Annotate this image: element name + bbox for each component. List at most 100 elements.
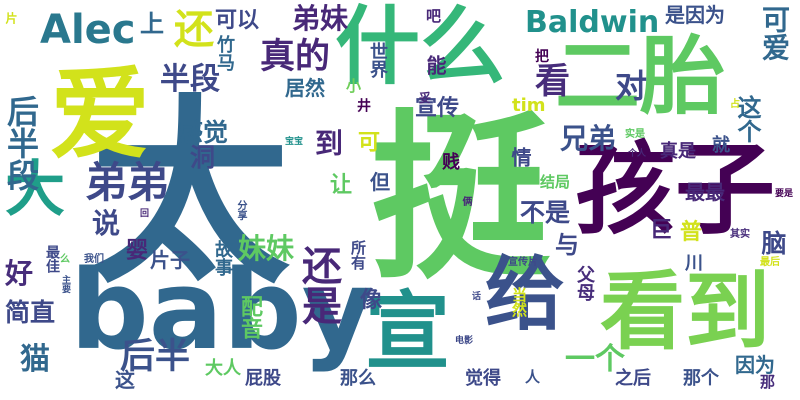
- cloud-word: 对: [615, 67, 648, 105]
- cloud-word: 巨: [650, 218, 673, 243]
- cloud-word: 主要: [60, 275, 70, 293]
- cloud-word: 妹妹: [238, 232, 295, 265]
- cloud-word: 竹马: [214, 35, 235, 71]
- cloud-word: 么: [60, 254, 70, 265]
- cloud-word: 那么: [340, 368, 376, 389]
- cloud-word: 川: [685, 253, 703, 274]
- cloud-word: 能: [423, 55, 447, 75]
- cloud-word: 婴: [122, 238, 147, 260]
- cloud-word: 小: [344, 78, 362, 93]
- cloud-word: 普: [680, 220, 703, 245]
- cloud-word: 我们: [84, 254, 104, 265]
- cloud-word: 脑: [758, 230, 787, 255]
- cloud-word: 还: [167, 8, 213, 48]
- cloud-word: 故事: [212, 240, 233, 276]
- cloud-word: 兄弟: [560, 122, 617, 155]
- cloud-word: 爱: [50, 56, 150, 173]
- cloud-word: 二胎: [555, 28, 726, 127]
- cloud-word: 世界: [367, 42, 388, 78]
- cloud-word: 情: [508, 147, 532, 167]
- cloud-word: 井: [355, 98, 371, 112]
- cloud-word: 好: [5, 257, 34, 290]
- cloud-word: baby: [70, 246, 374, 374]
- cloud-word: 俩: [460, 196, 471, 206]
- cloud-word: 后半: [120, 337, 191, 377]
- cloud-word: 真的: [260, 37, 331, 77]
- cloud-word: 像: [360, 288, 383, 313]
- cloud-word: 个人: [628, 149, 647, 159]
- cloud-word: 与: [555, 231, 579, 259]
- cloud-word: 感觉: [178, 118, 229, 147]
- cloud-word: 宣: [365, 283, 451, 382]
- cloud-word: 就: [709, 135, 730, 153]
- cloud-word: 回: [140, 209, 150, 219]
- cloud-word: 之后: [615, 368, 651, 389]
- cloud-word: 半段: [160, 62, 220, 97]
- cloud-word: 洞: [190, 143, 216, 172]
- cloud-word: 看: [535, 62, 571, 102]
- cloud-word: 吧: [424, 8, 442, 23]
- cloud-word: 话: [472, 292, 482, 302]
- cloud-word: 可爱: [758, 5, 791, 61]
- cloud-word: 实是: [625, 129, 645, 140]
- cloud-word: 最最: [685, 180, 725, 204]
- cloud-word: 分享: [235, 200, 246, 220]
- cloud-word: 大: [5, 155, 65, 225]
- cloud-word: 还是: [295, 245, 341, 325]
- cloud-word: 一个: [565, 342, 625, 377]
- cloud-word: 这个: [733, 95, 761, 143]
- cloud-word: 孩子: [575, 131, 775, 248]
- cloud-word: 上: [140, 10, 164, 38]
- cloud-word: 妥: [419, 91, 432, 105]
- cloud-word: 弟妹: [292, 2, 349, 35]
- cloud-word: Alec: [40, 7, 136, 53]
- cloud-word: 太: [90, 78, 291, 311]
- cloud-word: 最佳: [44, 245, 60, 273]
- cloud-word: 电影: [455, 336, 474, 346]
- cloud-word: 可: [354, 130, 379, 152]
- cloud-word: 后半段: [2, 95, 40, 191]
- cloud-word: 可以: [215, 8, 260, 33]
- cloud-word: 这: [115, 368, 135, 392]
- cloud-word: 弟弟: [85, 158, 170, 207]
- cloud-word: 其实: [730, 229, 750, 240]
- cloud-word: 猫: [20, 342, 50, 377]
- cloud-word: 挺: [370, 95, 551, 304]
- cloud-word: 那: [760, 373, 776, 391]
- cloud-word: 结局: [540, 173, 571, 191]
- cloud-word: 给: [485, 248, 565, 341]
- cloud-word: 简直: [5, 298, 56, 327]
- cloud-word: 让: [330, 173, 353, 198]
- cloud-word: 觉得: [465, 368, 501, 389]
- cloud-word: 要是: [775, 189, 794, 199]
- cloud-word: 说: [92, 207, 121, 240]
- cloud-word: 因为: [735, 353, 775, 377]
- cloud-word: 所有: [349, 240, 367, 270]
- cloud-word: 宝宝: [285, 137, 304, 147]
- cloud-word: 真是: [660, 141, 696, 162]
- cloud-word: 大人: [205, 358, 241, 379]
- cloud-word: 居然: [285, 76, 325, 100]
- cloud-word: 屁股: [245, 368, 281, 389]
- cloud-word: 片: [4, 12, 18, 24]
- cloud-word: 贱: [439, 152, 460, 170]
- cloud-word: 把: [535, 49, 549, 65]
- cloud-word: 看到: [600, 263, 771, 362]
- cloud-word: 什么: [335, 0, 506, 97]
- cloud-word: 配音: [237, 295, 262, 339]
- cloud-word: 不是: [520, 198, 571, 227]
- cloud-word: 那个: [683, 368, 719, 389]
- cloud-word: 但: [370, 170, 390, 194]
- cloud-word: 最后: [760, 257, 780, 268]
- cloud-word: 占: [730, 99, 740, 110]
- cloud-word: tim: [512, 95, 546, 116]
- cloud-word: 是因为: [665, 3, 725, 27]
- cloud-word: 当然: [510, 287, 528, 317]
- cloud-word: 宣传: [415, 96, 460, 121]
- cloud-word: 到: [315, 127, 344, 160]
- cloud-word: 宣传片: [508, 257, 538, 268]
- cloud-word: 父母: [574, 265, 595, 301]
- cloud-word: 片子: [150, 248, 190, 272]
- cloud-word: Baldwin: [525, 5, 660, 40]
